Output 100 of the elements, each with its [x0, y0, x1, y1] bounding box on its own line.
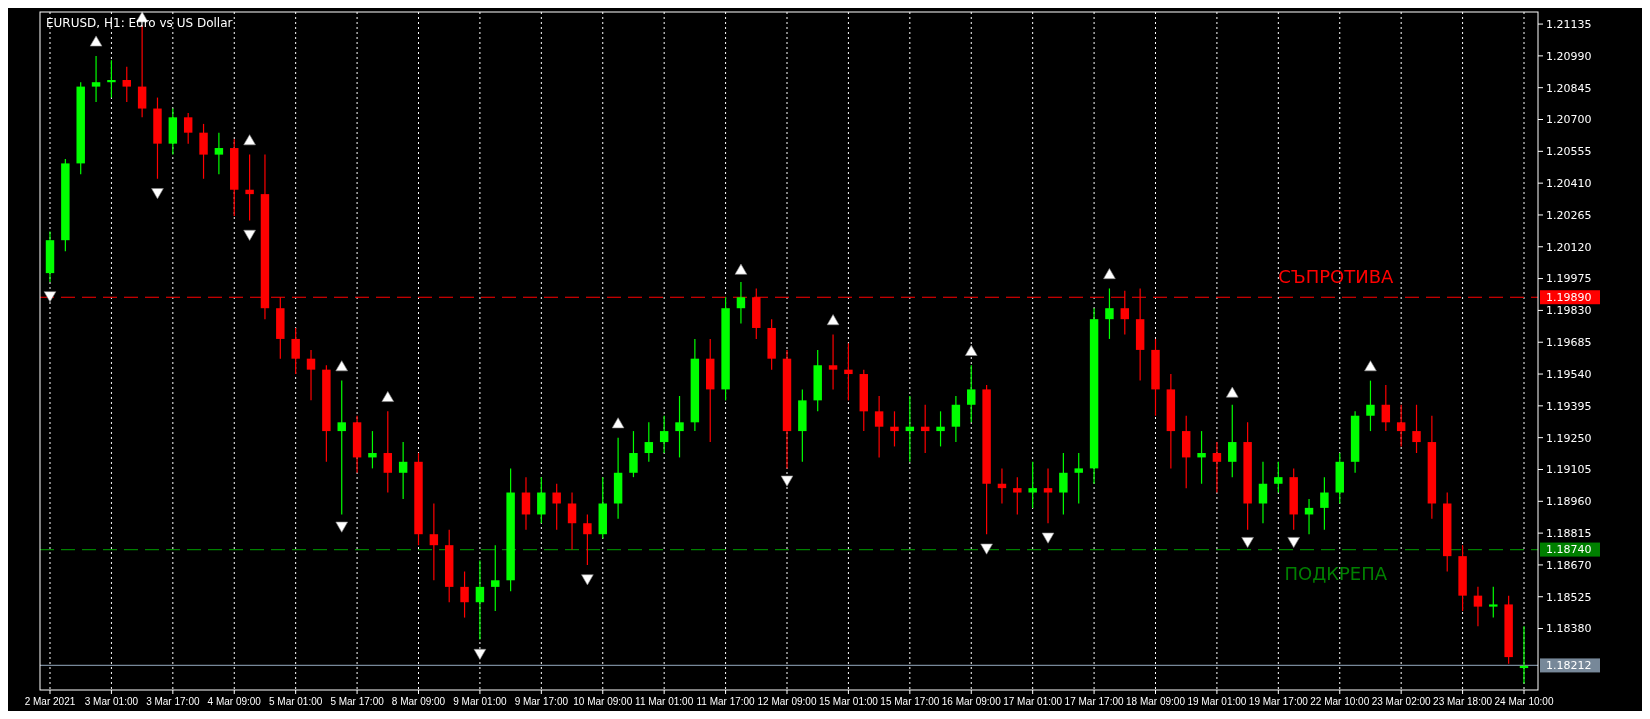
x-tick-label: 8 Mar 09:00 [391, 696, 446, 707]
candlestick [890, 410, 899, 448]
x-tick-label: 15 Mar 01:00 [818, 696, 879, 707]
x-tick-label: 11 Mar 01:00 [635, 696, 694, 707]
candlestick [107, 59, 116, 99]
y-tick-label: 1.20990 [1546, 49, 1592, 63]
candlestick [537, 476, 546, 524]
candlestick [383, 410, 393, 494]
y-tick-label: 1.18525 [1546, 590, 1592, 604]
x-tick-label: 17 Mar 17:00 [1064, 696, 1124, 707]
y-tick-label: 1.19830 [1546, 304, 1592, 318]
candlestick [951, 395, 961, 443]
candlestick [1366, 380, 1375, 432]
y-tick-label: 1.19540 [1546, 367, 1592, 381]
point [780, 475, 794, 487]
y-tick-label: 1.20845 [1546, 81, 1592, 95]
text: 1.18740 [1546, 543, 1592, 557]
candlestick [1013, 476, 1022, 516]
point [473, 649, 487, 660]
point [980, 543, 993, 555]
candlestick [1274, 461, 1283, 494]
candlestick [1320, 476, 1329, 531]
x-tick-label: 19 Mar 17:00 [1248, 696, 1309, 707]
y-tick-label: 1.20700 [1546, 113, 1592, 127]
x-tick-label: 9 Mar 17:00 [514, 696, 569, 707]
candlestick [122, 66, 131, 103]
candlestick [675, 395, 684, 459]
candlestick [1381, 384, 1391, 432]
candlestick [644, 421, 654, 463]
candlestick [828, 333, 838, 390]
candlestick [183, 112, 193, 145]
y-tick-label: 1.18815 [1546, 526, 1592, 540]
text: 1.19890 [1546, 291, 1592, 305]
candlestick [1473, 586, 1483, 627]
candlestick [521, 476, 531, 531]
y-tick-label: 1.19685 [1546, 336, 1592, 350]
point [243, 134, 256, 146]
candlestick [199, 123, 208, 180]
x-tick-label: 16 Mar 09:00 [941, 696, 1002, 707]
text: 1.18212 [1546, 659, 1592, 673]
y-tick-label: 1.20120 [1546, 240, 1592, 254]
candlestick [967, 364, 976, 423]
x-tick-label: 10 Mar 09:00 [573, 696, 633, 707]
candlestick [291, 327, 300, 375]
x-tick-label: 5 Mar 01:00 [268, 696, 323, 707]
candlestick [475, 559, 485, 641]
candlestick [629, 430, 638, 478]
x-tick-label: 12 Mar 09:00 [757, 696, 817, 707]
x-tick-label: 22 Mar 10:00 [1310, 696, 1370, 707]
point [335, 360, 348, 372]
point [1287, 537, 1300, 548]
x-tick-label: 3 Mar 01:00 [84, 696, 139, 707]
candlestick [398, 441, 408, 500]
candlestick [844, 342, 853, 401]
candlestick [552, 483, 561, 531]
point [89, 35, 103, 47]
x-tick-label: 23 Mar 18:00 [1433, 696, 1493, 707]
candlestick [1212, 441, 1222, 494]
y-tick-label: 1.20555 [1546, 145, 1592, 159]
y-tick-label: 1.20410 [1546, 177, 1592, 190]
candlestick [659, 415, 669, 454]
x-tick-label: 23 Mar 02:00 [1371, 696, 1432, 707]
point [335, 521, 348, 533]
candlestick [1105, 287, 1114, 340]
candlestick [1197, 430, 1206, 485]
point [611, 417, 625, 429]
x-tick-label: 9 Mar 01:00 [453, 696, 508, 707]
point [1364, 360, 1377, 372]
x-tick-label: 24 Mar 10:00 [1494, 696, 1554, 707]
point [1241, 537, 1254, 548]
candlestick [1412, 404, 1421, 454]
x-tick-label: 4 Mar 09:00 [207, 696, 262, 707]
candlestick [736, 281, 746, 325]
point [1041, 532, 1055, 544]
x-tick-label: 19 Mar 01:00 [1187, 696, 1247, 707]
y-tick-label: 1.19105 [1546, 463, 1592, 477]
candlestick [91, 55, 101, 103]
candlestick [1074, 452, 1083, 505]
point [826, 314, 840, 326]
x-tick-label: 5 Mar 17:00 [330, 696, 385, 707]
candlestick [1059, 452, 1068, 516]
x-tick-label: 2 Mar 2021 [24, 696, 76, 707]
candlestick [567, 491, 577, 551]
candlestick [583, 513, 592, 566]
candlestick [1043, 467, 1053, 524]
candlestick [306, 349, 316, 401]
y-tick-label: 1.21135 [1546, 17, 1592, 31]
y-tick-label: 1.19395 [1546, 399, 1592, 413]
candlestick [368, 430, 377, 469]
y-tick-label: 1.18960 [1546, 495, 1592, 509]
y-tick-label: 1.19975 [1546, 272, 1592, 286]
candlestick [337, 380, 346, 516]
candlestick [1396, 404, 1406, 448]
point [381, 391, 394, 402]
y-tick-label: 1.19250 [1546, 431, 1592, 445]
candlestick [460, 570, 469, 619]
candlestick [1028, 461, 1037, 509]
x-tick-label: 15 Mar 17:00 [880, 696, 940, 707]
point [734, 263, 748, 275]
chart-title: EURUSD, H1: Euro vs US Dollar [46, 16, 233, 30]
